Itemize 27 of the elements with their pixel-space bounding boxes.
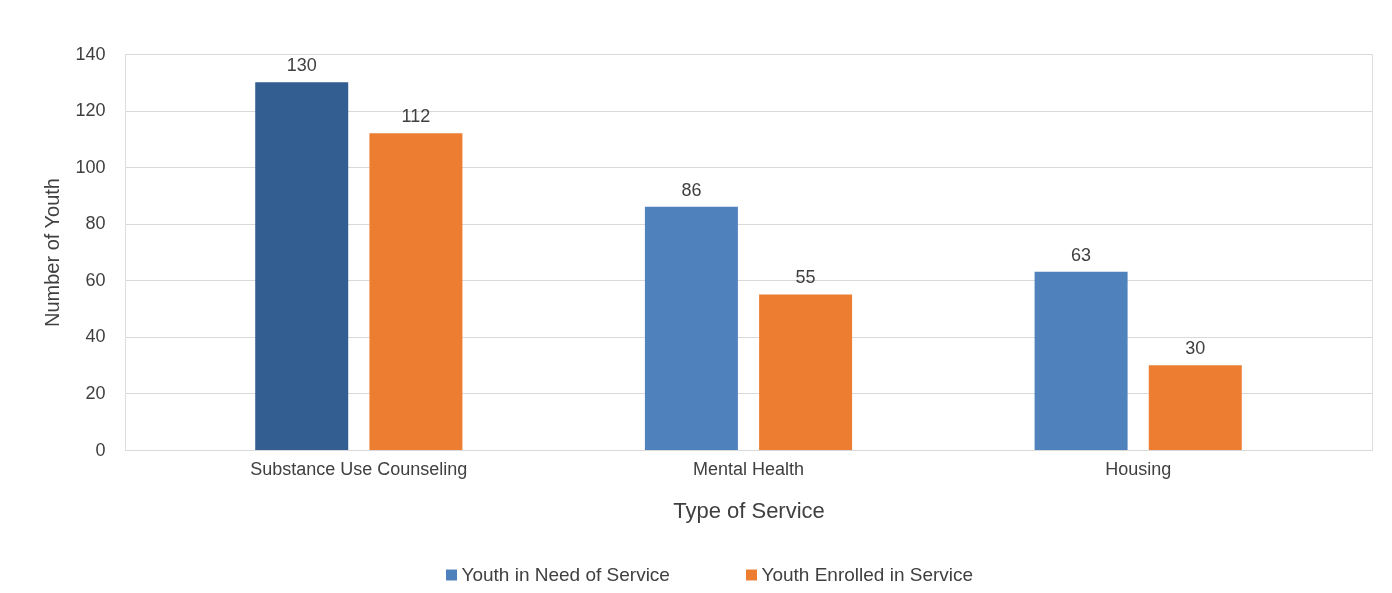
bar <box>644 206 738 450</box>
y-tick-label: 140 <box>75 43 106 64</box>
x-tick-label: Substance Use Counseling <box>250 458 468 479</box>
y-tick-label: 60 <box>85 269 106 290</box>
data-label: 30 <box>1185 338 1206 359</box>
bar <box>1148 365 1242 450</box>
data-label: 86 <box>681 179 702 200</box>
bar <box>1034 271 1128 450</box>
data-label: 112 <box>401 106 431 127</box>
y-tick-label: 0 <box>95 439 106 460</box>
y-tick-label: 20 <box>85 382 106 403</box>
legend-label: Youth in Need of Service <box>461 564 670 585</box>
data-label: 130 <box>286 55 317 76</box>
y-tick-label: 100 <box>75 156 106 177</box>
x-axis-title: Type of Service <box>673 497 825 523</box>
y-tick-label: 80 <box>85 213 106 234</box>
x-tick-label: Mental Health <box>692 458 805 479</box>
x-tick-label: Housing <box>1105 458 1172 479</box>
y-tick-label: 40 <box>85 326 106 347</box>
bar <box>369 133 463 450</box>
legend-label: Youth Enrolled in Service <box>761 564 974 585</box>
bar <box>759 294 853 450</box>
data-label: 63 <box>1071 244 1092 265</box>
y-axis-title: Number of Youth <box>41 178 64 327</box>
data-label: 55 <box>795 267 816 288</box>
bar <box>255 82 349 450</box>
y-tick-label: 120 <box>75 100 106 121</box>
